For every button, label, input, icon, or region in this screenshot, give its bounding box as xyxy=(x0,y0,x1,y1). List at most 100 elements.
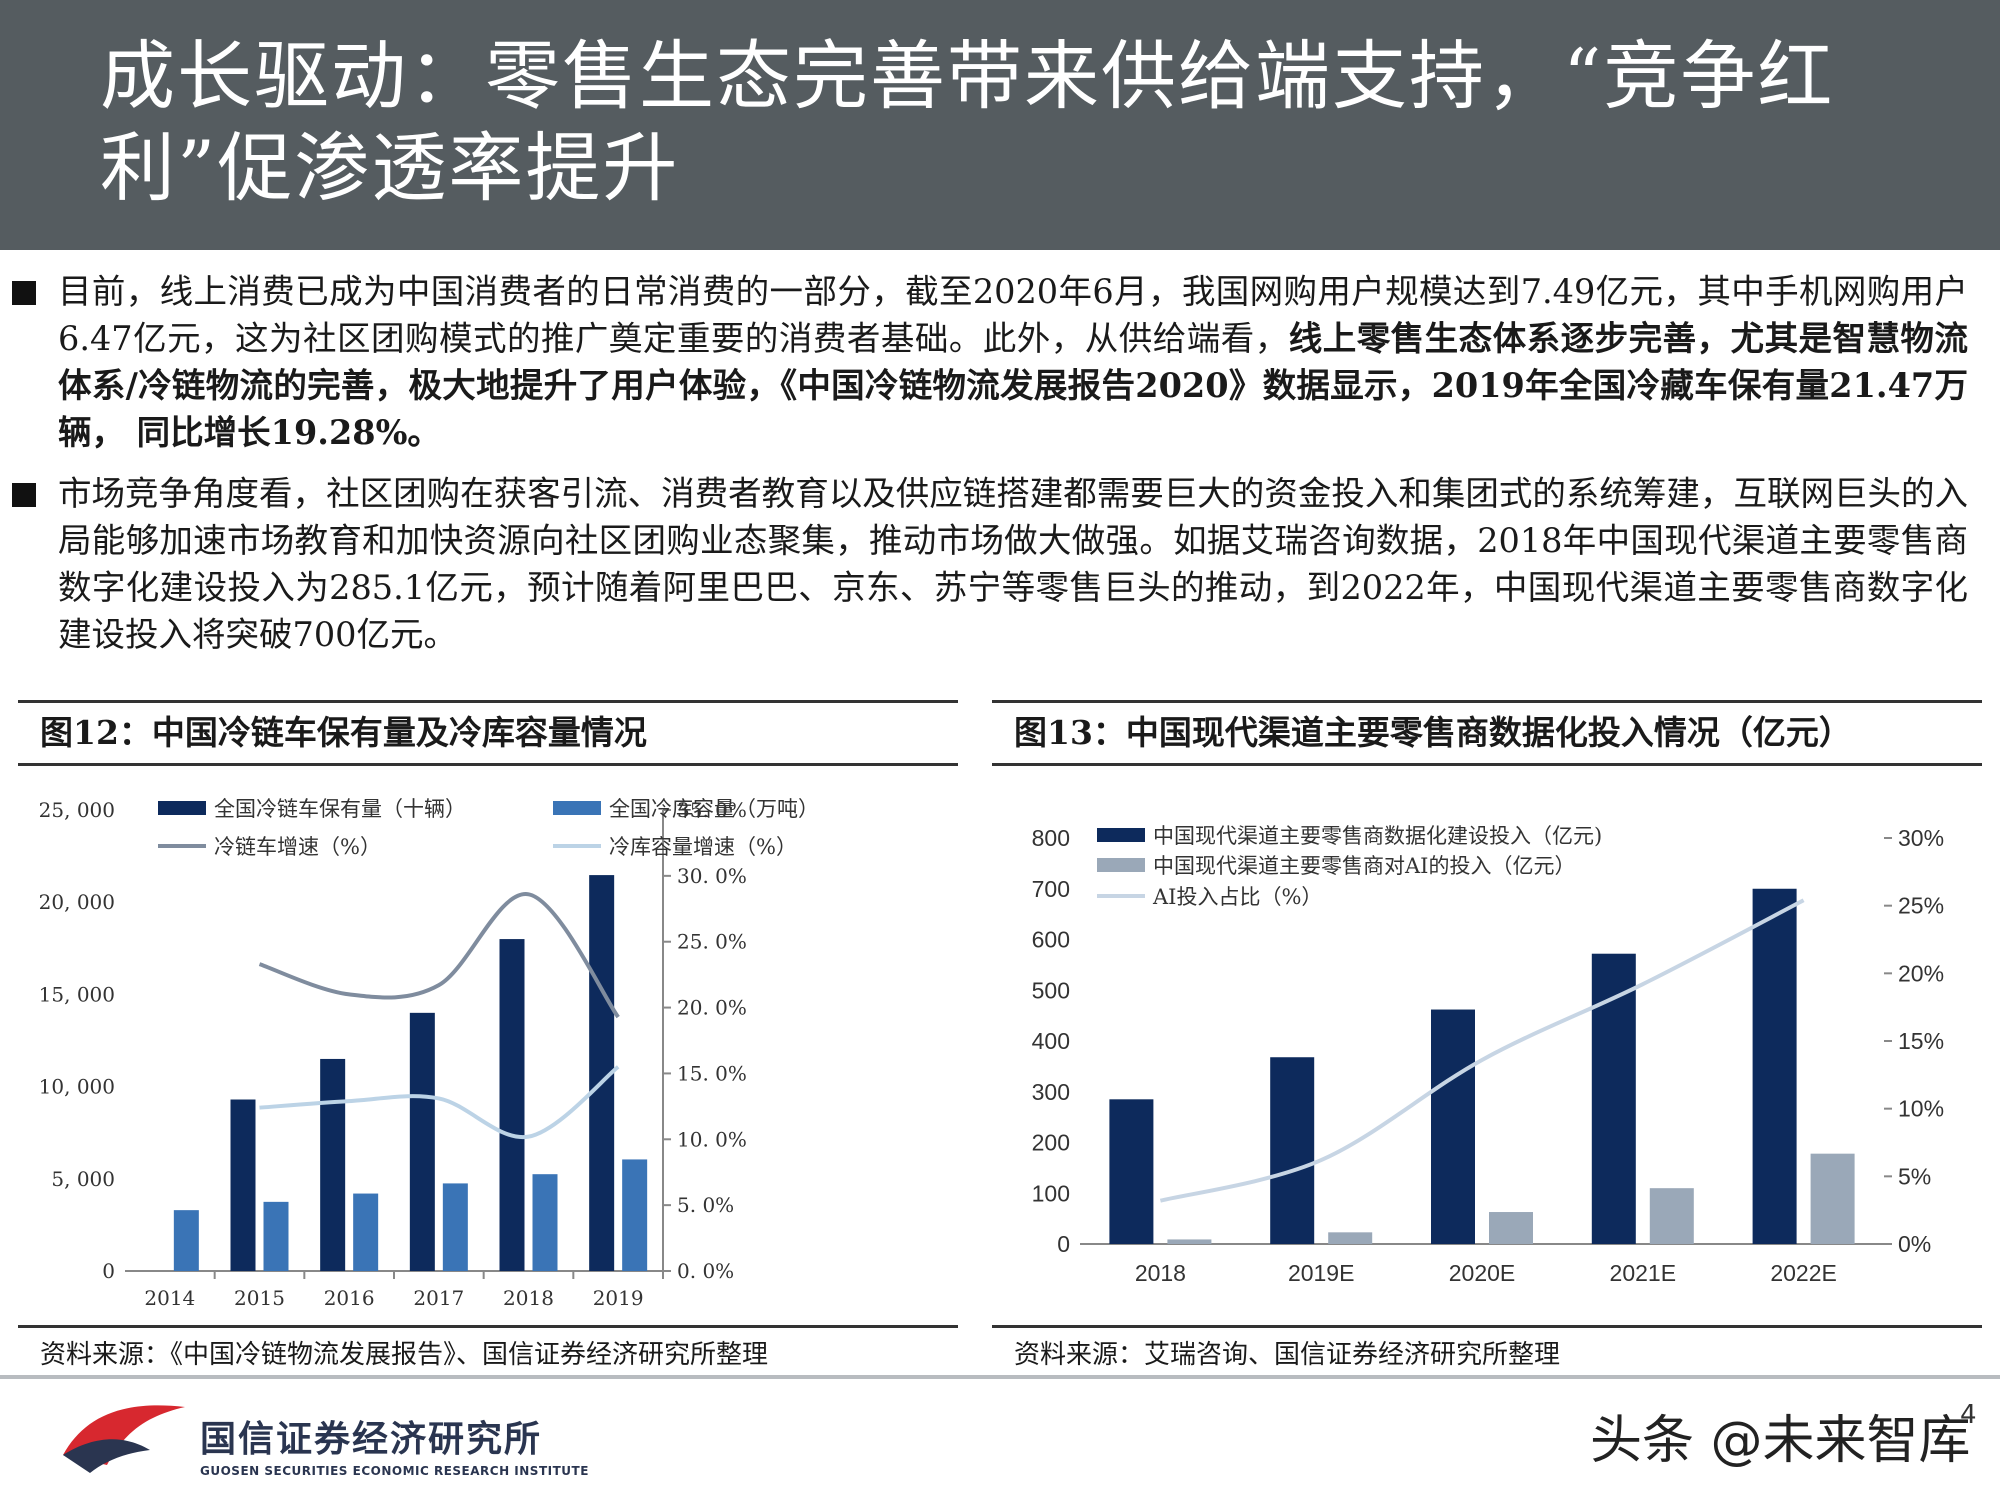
y-tick-label: 100 xyxy=(1032,1180,1070,1206)
y2-tick-label: 15. 0% xyxy=(677,1061,747,1085)
x-tick-label: 2015 xyxy=(234,1286,285,1310)
y2-tick-label: 0% xyxy=(1898,1231,1931,1257)
legend-label: 中国现代渠道主要零售商数据化建设投入（亿元) xyxy=(1153,824,1602,848)
x-tick-label: 2020E xyxy=(1449,1260,1516,1286)
y2-tick-label: 5% xyxy=(1898,1163,1931,1189)
y2-tick-label: 10. 0% xyxy=(677,1127,747,1151)
figure-13-title: 图13：中国现代渠道主要零售商数据化投入情况（亿元） xyxy=(992,700,1982,766)
bullet-list: 目前，线上消费已成为中国消费者的日常消费的一部分，截至2020年6月，我国网购用… xyxy=(10,268,1970,672)
y2-tick-label: 25% xyxy=(1898,893,1944,919)
series-line-1 xyxy=(1159,898,1805,1203)
y2-tick-label: 15% xyxy=(1898,1028,1944,1054)
bar-2 xyxy=(1810,1153,1855,1244)
x-tick-label: 2018 xyxy=(503,1286,554,1310)
bar-1 xyxy=(1431,1009,1475,1244)
retail-digital-investment-chart: 0 100 200 300 400 500 600 700 800 0% 5% 10% 15% 20% 25… xyxy=(1032,824,1944,1286)
bullet-item: 目前，线上消费已成为中国消费者的日常消费的一部分，截至2020年6月，我国网购用… xyxy=(10,268,1970,456)
y2-tick-label: 20. 0% xyxy=(677,996,747,1020)
bar-1 xyxy=(1752,888,1797,1244)
legend-label: 全国冷库容量（万吨） xyxy=(609,797,819,821)
bar-2 xyxy=(1489,1212,1533,1244)
y-tick-label: 0 xyxy=(102,1259,115,1283)
bar-1 xyxy=(1109,1099,1154,1244)
footer-divider xyxy=(0,1375,2000,1379)
y2-tick-label: 35. 0% xyxy=(677,798,747,822)
legend-swatch xyxy=(158,801,206,815)
bar-2 xyxy=(173,1210,199,1271)
y-tick-label: 300 xyxy=(1032,1079,1070,1105)
figure-13-source: 资料来源：艾瑞咨询、国信证券经济研究所整理 xyxy=(992,1325,1982,1383)
x-tick-label: 2022E xyxy=(1770,1260,1837,1286)
guosen-logo-icon xyxy=(63,1405,185,1473)
y2-tick-label: 10% xyxy=(1898,1096,1944,1122)
y-tick-label: 15, 000 xyxy=(39,982,115,1006)
y-tick-label: 200 xyxy=(1032,1130,1070,1156)
legend-swatch xyxy=(1097,858,1145,872)
bar-1 xyxy=(499,939,525,1271)
y-tick-label: 500 xyxy=(1032,977,1070,1003)
brand-block: 国信证券经济研究所 GUOSEN SECURITIES ECONOMIC RES… xyxy=(200,1410,589,1478)
x-tick-label: 2017 xyxy=(413,1286,464,1310)
bar-2 xyxy=(353,1193,379,1271)
y2-tick-label: 0. 0% xyxy=(677,1259,734,1283)
legend-label: 全国冷链车保有量（十辆） xyxy=(214,797,466,821)
figure-12: 图12：中国冷链车保有量及冷库容量情况 0 5, 000 10, 000 15, 00… xyxy=(18,700,958,1390)
x-tick-label: 2014 xyxy=(144,1286,195,1310)
y-tick-label: 0 xyxy=(1057,1231,1070,1257)
y-tick-label: 800 xyxy=(1032,825,1070,851)
legend-label: 冷库容量增速（%） xyxy=(609,835,797,859)
x-tick-label: 2016 xyxy=(324,1286,375,1310)
bullet-square-icon xyxy=(12,483,36,507)
figure-12-title: 图12：中国冷链车保有量及冷库容量情况 xyxy=(18,700,958,766)
bullet-plain-text: 市场竞争角度看，社区团购在获客引流、消费者教育以及供应链搭建都需要巨大的资金投入… xyxy=(58,474,1968,654)
bullet-text: 市场竞争角度看，社区团购在获客引流、消费者教育以及供应链搭建都需要巨大的资金投入… xyxy=(58,470,1968,658)
bar-2 xyxy=(442,1183,468,1271)
x-tick-label: 2021E xyxy=(1610,1260,1677,1286)
x-tick-label: 2019 xyxy=(593,1286,644,1310)
series-line-1 xyxy=(258,892,620,1019)
figure-12-source: 资料来源：《中国冷链物流发展报告》、国信证券经济研究所整理 xyxy=(18,1325,958,1383)
figure-13: 图13：中国现代渠道主要零售商数据化投入情况（亿元） 0 100 200 300 400… xyxy=(992,700,1982,1390)
bar-1 xyxy=(230,1099,256,1271)
bar-1 xyxy=(409,1012,435,1271)
bullet-square-icon xyxy=(12,281,36,305)
watermark: 头条 @未来智库 xyxy=(1590,1411,1971,1471)
bullet-bold-text: 线上零售生态体系逐步完善，尤其是智慧物流体系/冷链物流的完善，极大地提升了用户体… xyxy=(58,319,1969,452)
bar-2 xyxy=(532,1174,558,1271)
bar-1 xyxy=(1591,953,1636,1244)
bar-2 xyxy=(263,1201,289,1271)
page-number: 4 xyxy=(1960,1400,1977,1430)
bar-1 xyxy=(320,1058,346,1271)
legend-label: AI投入占比（%） xyxy=(1152,885,1322,909)
y2-tick-label: 30% xyxy=(1898,825,1944,851)
y-tick-label: 20, 000 xyxy=(39,890,115,914)
bullet-plain-text: 目前，线上消费已成为中国消费者的日常消费的一部分，截至2020年6月，我国网购用… xyxy=(58,272,1968,358)
y-tick-label: 25, 000 xyxy=(39,798,115,822)
bullet-text: 目前，线上消费已成为中国消费者的日常消费的一部分，截至2020年6月，我国网购用… xyxy=(58,268,1968,456)
y2-tick-label: 25. 0% xyxy=(677,930,747,954)
brand-name: 国信证券经济研究所 xyxy=(200,1419,543,1460)
legend-label: 中国现代渠道主要零售商对AI的投入（亿元） xyxy=(1153,854,1575,878)
bar-2 xyxy=(622,1159,648,1271)
bar-2 xyxy=(1649,1188,1694,1244)
y2-tick-label: 30. 0% xyxy=(677,864,747,888)
brand-name-en: GUOSEN SECURITIES ECONOMIC RESEARCH INST… xyxy=(200,1464,589,1478)
bar-2 xyxy=(1167,1239,1212,1244)
legend-swatch xyxy=(1097,828,1145,842)
bullet-item: 市场竞争角度看，社区团购在获客引流、消费者教育以及供应链搭建都需要巨大的资金投入… xyxy=(10,470,1970,658)
page-title: 成长驱动：零售生态完善带来供给端支持，“竞争红利”促渗透率提升 xyxy=(0,0,2000,250)
y-tick-label: 5, 000 xyxy=(51,1167,115,1191)
bar-2 xyxy=(1328,1232,1373,1244)
y-tick-label: 600 xyxy=(1032,927,1070,953)
y-tick-label: 10, 000 xyxy=(39,1075,115,1099)
legend-swatch xyxy=(553,801,601,815)
y-tick-label: 700 xyxy=(1032,876,1070,902)
y2-tick-label: 5. 0% xyxy=(677,1193,734,1217)
y-tick-label: 400 xyxy=(1032,1028,1070,1054)
series-line-2 xyxy=(259,1065,620,1140)
y2-tick-label: 20% xyxy=(1898,960,1944,986)
legend-label: 冷链车增速（%） xyxy=(214,835,381,859)
cold-chain-chart: 0 5, 000 10, 000 15, 000 20, 000 25, 000 0. 0%… xyxy=(39,797,819,1310)
bar-1 xyxy=(1270,1057,1315,1244)
x-tick-label: 2018 xyxy=(1135,1260,1186,1286)
